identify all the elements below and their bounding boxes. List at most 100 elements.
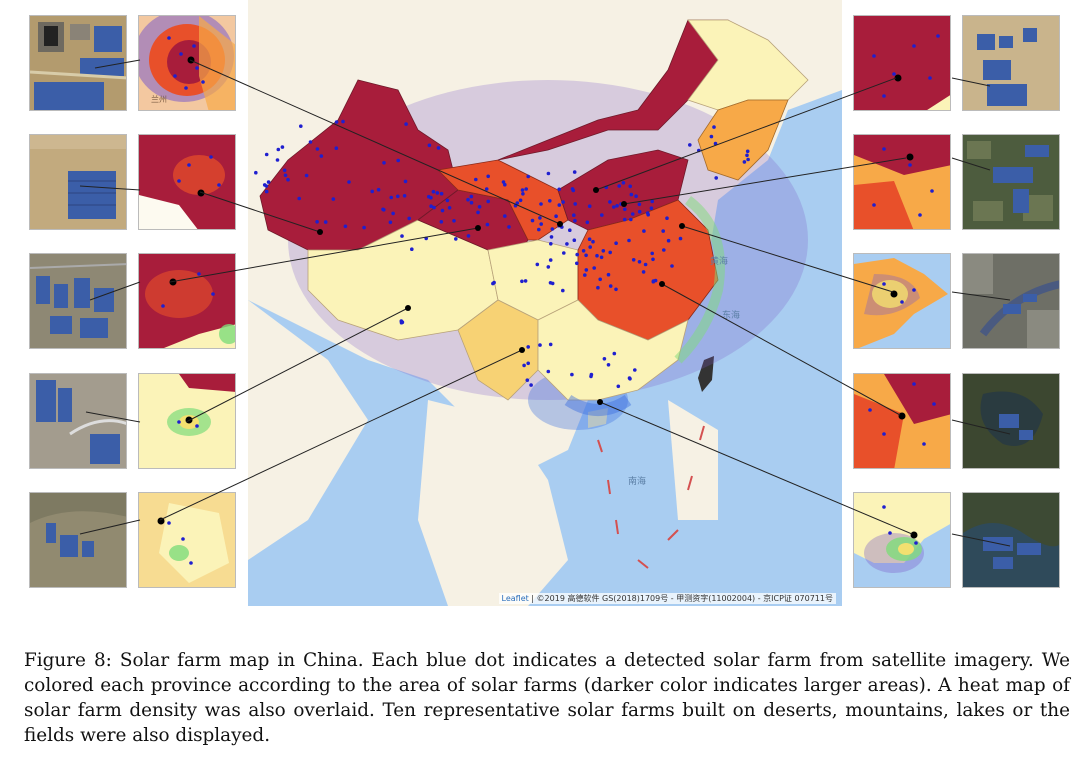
heatmap-thumbnail-right-2	[853, 134, 951, 230]
solar-farm-dot	[469, 200, 474, 205]
solar-farm-dot	[623, 207, 627, 212]
solar-farm-dot	[608, 200, 612, 204]
solar-farm-dot	[592, 266, 596, 270]
solar-farm-dot	[637, 209, 642, 214]
solar-farm-dot	[588, 245, 592, 249]
solar-farm-dot	[503, 214, 507, 218]
solar-farm-dot	[518, 198, 523, 203]
solar-farm-dot	[641, 270, 646, 274]
solar-farm-dot	[565, 242, 569, 246]
solar-farm-dot	[646, 212, 650, 217]
solar-farm-dot	[466, 197, 470, 202]
solar-farm-dot	[573, 218, 577, 223]
solar-farm-dot	[315, 147, 320, 151]
solar-farm-dot	[596, 285, 600, 290]
place-label: 兰州	[151, 94, 167, 104]
solar-farm-dot	[561, 288, 565, 293]
solar-farm-dot	[583, 273, 587, 277]
solar-farm-dot	[557, 187, 561, 192]
solar-farm-dot	[548, 199, 552, 203]
attribution-text: | ©2019 高德软件 GS(2018)1709号 - 甲测资字(110020…	[528, 594, 833, 603]
solar-farm-dot	[477, 205, 482, 209]
solar-farm-dot	[587, 237, 592, 241]
solar-farm-dot	[575, 261, 579, 266]
satellite-thumbnail-right-1	[962, 15, 1060, 111]
solar-farm-dot	[573, 202, 577, 206]
solar-farm-dot	[264, 189, 269, 194]
solar-farm-dot	[549, 235, 554, 239]
satellite-thumbnail-left-3	[29, 253, 127, 349]
solar-farm-dot	[538, 343, 542, 347]
solar-farm-dot	[546, 171, 551, 176]
solar-farm-dot	[388, 220, 393, 225]
solar-farm-dot	[637, 202, 642, 207]
solar-farm-dot	[745, 149, 750, 154]
solar-farm-dot	[341, 119, 345, 124]
solar-farm-dot	[440, 208, 445, 213]
satellite-thumbnail-right-5	[962, 492, 1060, 588]
solar-farm-dot	[529, 383, 533, 387]
heatmap-thumbnail-right-4	[853, 373, 951, 469]
solar-farm-dot	[476, 210, 480, 215]
sea-label-east-china-sea: 东海	[722, 311, 741, 321]
solar-farm-dot	[628, 184, 632, 189]
solar-farm-dot	[649, 206, 654, 210]
solar-farm-dot	[619, 202, 623, 206]
solar-farm-dot	[602, 357, 607, 361]
solar-farm-dot	[651, 279, 656, 283]
solar-farm-dot	[587, 204, 592, 208]
heatmap-thumbnail-left-5	[138, 492, 236, 588]
solar-farm-dot	[688, 143, 692, 147]
solar-farm-dot	[484, 187, 489, 191]
solar-farm-dot	[634, 194, 638, 198]
solar-farm-dot	[666, 238, 671, 243]
solar-farm-dot	[604, 185, 609, 190]
solar-farm-dot	[537, 227, 541, 232]
solar-farm-dot	[520, 188, 525, 192]
solar-farm-dot	[343, 224, 348, 229]
solar-farm-dot	[670, 264, 674, 268]
solar-farm-dot	[627, 376, 632, 380]
solar-farm-dot	[650, 251, 654, 256]
heatmap-thumbnail-right-3	[853, 253, 951, 349]
solar-farm-dot	[561, 200, 565, 204]
satellite-thumbnail-left-1	[29, 15, 127, 111]
solar-farm-dot	[662, 248, 666, 252]
solar-farm-dot	[524, 187, 528, 191]
figure-label: Figure 8:	[24, 650, 112, 671]
solar-farm-dot	[486, 174, 490, 179]
solar-farm-dot	[617, 184, 621, 188]
solar-farm-dot	[429, 204, 433, 208]
solar-farm-dot	[651, 257, 655, 262]
solar-farm-dot	[466, 234, 471, 238]
solar-farm-dot	[452, 219, 456, 223]
china-solar-farm-map[interactable]: 黄海 东海 南海 Leaflet | ©2019 高德软件 GS(2018)17…	[248, 0, 842, 606]
solar-farm-dot	[585, 220, 590, 225]
solar-farm-dot	[474, 177, 478, 182]
solar-farm-dot	[538, 216, 542, 220]
solar-farm-dot	[299, 124, 303, 128]
solar-farm-dot	[606, 272, 611, 277]
solar-farm-dot	[600, 213, 604, 217]
solar-farm-dot	[643, 262, 648, 267]
solar-farm-dot	[439, 191, 444, 196]
solar-farm-dot	[606, 363, 611, 367]
solar-farm-dot	[445, 198, 450, 203]
leaflet-link[interactable]: Leaflet	[501, 594, 529, 603]
heatmap-thumbnail-right-5	[853, 492, 951, 588]
solar-farm-dot	[376, 187, 381, 192]
solar-farm-dot	[522, 363, 526, 368]
solar-farm-dot	[503, 182, 507, 187]
solar-farm-dot	[539, 202, 543, 206]
solar-farm-dot	[608, 250, 612, 255]
solar-farm-dot	[633, 368, 637, 372]
map-attribution: Leaflet | ©2019 高德软件 GS(2018)1709号 - 甲测资…	[498, 593, 836, 604]
solar-farm-dot	[304, 173, 309, 178]
solar-farm-dot	[622, 217, 627, 222]
solar-farm-dot	[382, 161, 386, 165]
solar-farm-dot	[665, 216, 669, 220]
solar-farm-dot	[403, 179, 408, 184]
solar-farm-dot	[572, 213, 576, 217]
figure-caption-text: Solar farm map in China. Each blue dot i…	[24, 650, 1070, 746]
heatmap-thumbnail-left-1: 兰州	[138, 15, 236, 111]
